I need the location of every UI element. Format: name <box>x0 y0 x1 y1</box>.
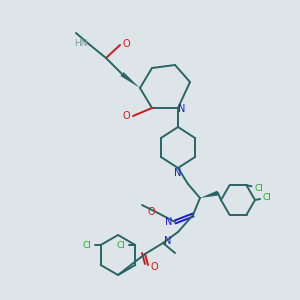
Text: N: N <box>178 104 186 114</box>
Text: HN: HN <box>74 38 88 47</box>
Text: O: O <box>147 207 155 217</box>
Text: Cl: Cl <box>117 241 126 250</box>
Polygon shape <box>121 72 140 88</box>
Text: Cl: Cl <box>262 193 272 202</box>
Text: N: N <box>164 236 172 246</box>
Text: N: N <box>174 168 182 178</box>
Text: O: O <box>150 262 158 272</box>
Text: N: N <box>165 217 173 227</box>
Text: O: O <box>122 111 130 121</box>
Text: O: O <box>122 39 130 49</box>
Text: Cl: Cl <box>254 184 263 193</box>
Text: Cl: Cl <box>82 241 91 250</box>
Polygon shape <box>200 190 219 198</box>
